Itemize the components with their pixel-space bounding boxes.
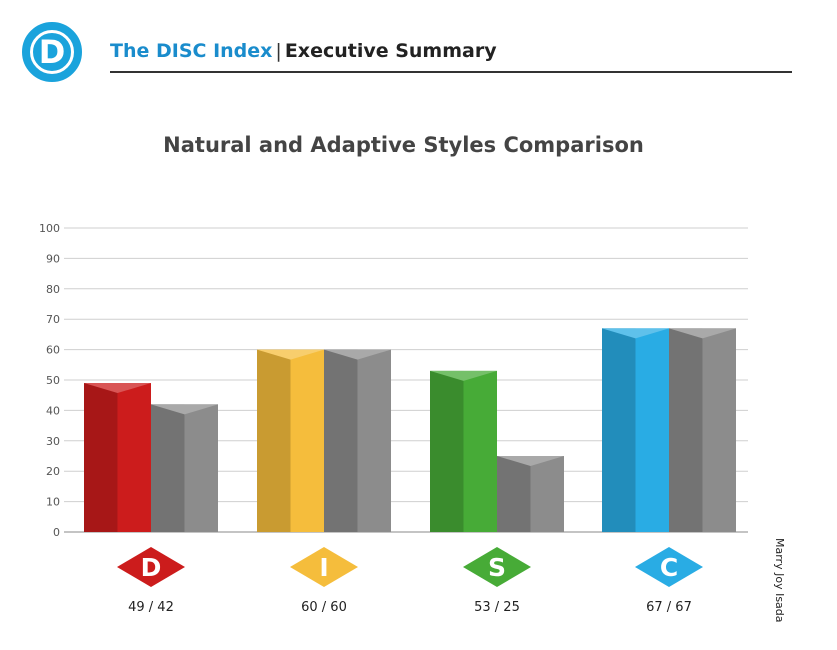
adaptive-bar-d-right-face xyxy=(184,404,218,532)
category-letter-c: C xyxy=(660,553,678,582)
adaptive-bar-i-left-face xyxy=(324,349,358,532)
y-tick-label: 50 xyxy=(46,374,60,387)
natural-bar-d-right-face xyxy=(117,383,151,532)
section-title: Executive Summary xyxy=(284,40,497,62)
category-diamond-s xyxy=(463,547,531,587)
y-tick-label: 70 xyxy=(46,313,60,326)
logo-letter: D xyxy=(30,30,74,74)
disc-logo: D xyxy=(22,22,82,82)
y-tick-label: 10 xyxy=(46,496,60,509)
adaptive-bar-i-right-face xyxy=(357,349,391,532)
chart-title: Natural and Adaptive Styles Comparison xyxy=(163,133,644,157)
natural-bar-c-left-face xyxy=(602,328,636,532)
y-tick-label: 30 xyxy=(46,435,60,448)
natural-bar-c-right-face xyxy=(635,328,669,532)
natural-bar-d-top-face xyxy=(84,383,151,394)
adaptive-bar-s-left-face xyxy=(497,456,531,532)
header-rule xyxy=(110,71,792,73)
y-tick-label: 100 xyxy=(39,222,60,235)
category-value-label-c: 67 / 67 xyxy=(646,600,692,615)
category-value-label-s: 53 / 25 xyxy=(474,600,520,615)
adaptive-bar-i-top-face xyxy=(324,349,391,360)
y-tick-label: 20 xyxy=(46,465,60,478)
adaptive-bar-c-left-face xyxy=(669,328,703,532)
adaptive-bar-s-top-face xyxy=(497,456,564,466)
category-letter-s: S xyxy=(488,553,506,582)
natural-bar-s-left-face xyxy=(430,370,464,532)
adaptive-bar-d-left-face xyxy=(151,404,185,532)
adaptive-bar-c-top-face xyxy=(669,328,736,339)
natural-bar-c-top-face xyxy=(602,328,669,339)
y-tick-label: 40 xyxy=(46,404,60,417)
natural-bar-i-left-face xyxy=(257,349,291,532)
adaptive-bar-c-right-face xyxy=(702,328,736,532)
y-tick-label: 80 xyxy=(46,283,60,296)
adaptive-bar-d-top-face xyxy=(151,404,218,415)
y-tick-label: 90 xyxy=(46,252,60,265)
title-separator: | xyxy=(275,40,282,62)
category-diamond-c xyxy=(635,547,703,587)
category-value-label-d: 49 / 42 xyxy=(128,600,174,615)
y-tick-label: 0 xyxy=(53,526,60,539)
category-diamond-i xyxy=(290,547,358,587)
natural-bar-i-top-face xyxy=(257,349,324,360)
header-title: The DISC Index | Executive Summary xyxy=(110,40,497,62)
category-letter-i: I xyxy=(319,553,328,582)
natural-bar-i-right-face xyxy=(290,349,324,532)
category-letter-d: D xyxy=(141,553,162,582)
header: D The DISC Index | Executive Summary xyxy=(22,18,792,82)
side-label: Marry Joy Isada xyxy=(773,538,786,623)
category-value-label-i: 60 / 60 xyxy=(301,600,347,615)
category-diamond-d xyxy=(117,547,185,587)
adaptive-bar-s-right-face xyxy=(530,456,564,532)
natural-bar-d-left-face xyxy=(84,383,118,532)
y-tick-label: 60 xyxy=(46,344,60,357)
natural-bar-s-right-face xyxy=(463,370,497,532)
natural-bar-s-top-face xyxy=(430,370,497,381)
brand-name: The DISC Index xyxy=(110,40,273,62)
